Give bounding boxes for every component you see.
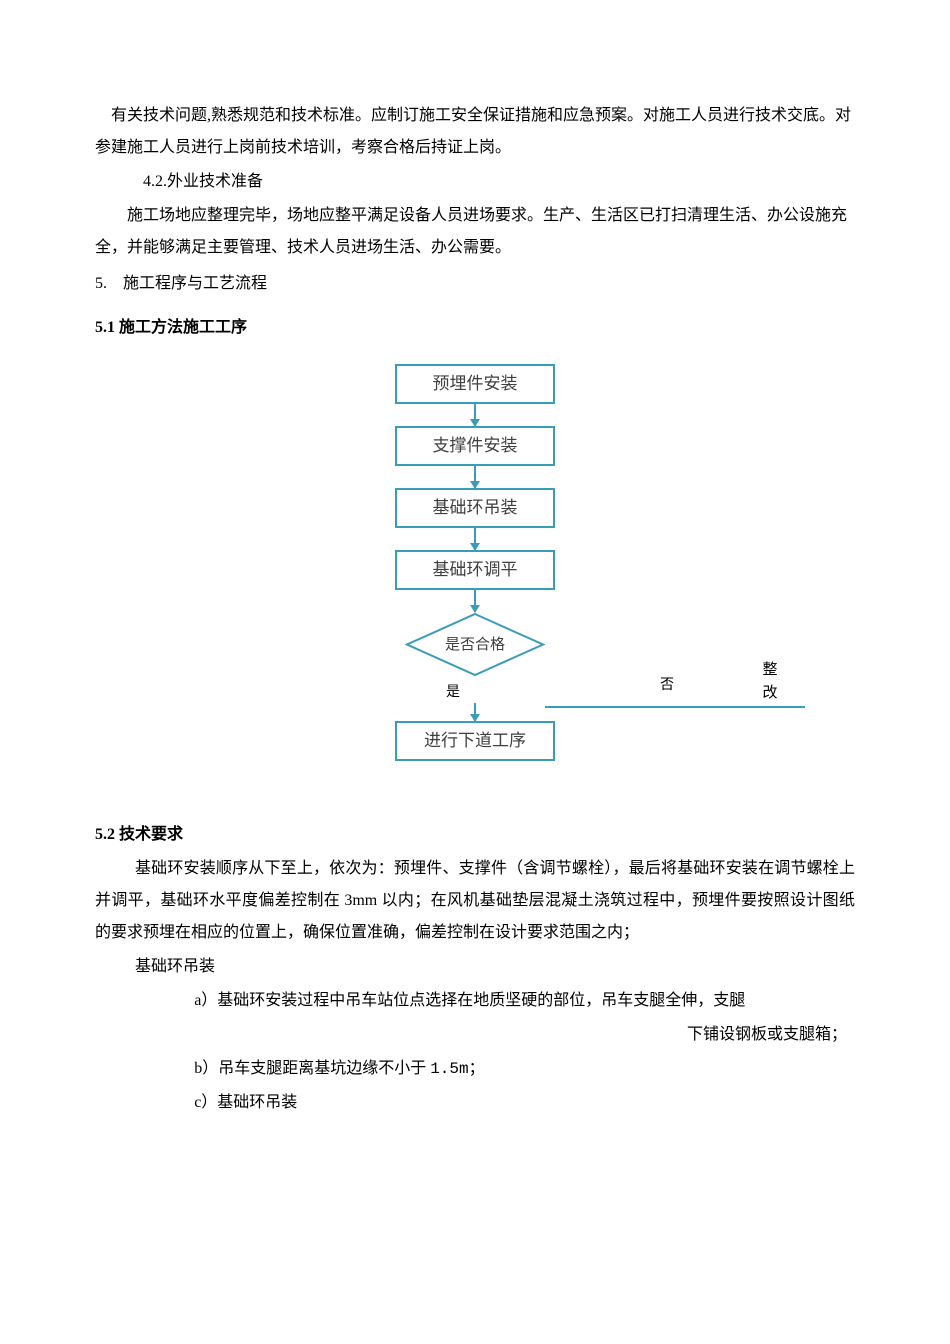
heading-5-2-text: 5.2 技术要求 bbox=[95, 826, 183, 843]
item-b-val: 1.5m bbox=[430, 1060, 468, 1078]
flow-node-1: 预埋件安装 bbox=[395, 364, 555, 404]
intro-para-1: 有关技术问题,熟悉规范和技术标准。应制订施工安全保证措施和应急预案。对施工人员进… bbox=[95, 100, 855, 164]
flow-no-line bbox=[545, 706, 805, 708]
flow-arrow-3 bbox=[474, 528, 476, 550]
flow-arrow-4 bbox=[474, 590, 476, 612]
flow-node-3: 基础环吊装 bbox=[395, 488, 555, 528]
sec52-sub1: 基础环吊装 bbox=[95, 951, 855, 983]
flow-arrow-1 bbox=[474, 404, 476, 426]
flowchart-container: 预埋件安装 支撑件安装 基础环吊装 基础环调平 是否合格 否 整 改 是 进行下… bbox=[95, 364, 855, 814]
flow-side-label: 整 改 bbox=[760, 659, 780, 704]
flow-side-1: 整 bbox=[762, 662, 777, 678]
flow-arrow-5 bbox=[474, 703, 476, 721]
sec52-para-1: 基础环安装顺序从下至上，依次为：预埋件、支撑件（含调节螺栓），最后将基础环安装在… bbox=[95, 853, 855, 949]
flow-side-2: 改 bbox=[762, 685, 777, 701]
intro-para-2: 施工场地应整理完毕，场地应整平满足设备人员进场要求。生产、生活区已打扫清理生活、… bbox=[95, 200, 855, 264]
sec52-item-b: b）吊车支腿距离基坑边缘不小于 1.5m； bbox=[194, 1053, 855, 1085]
sec52-item-c: c）基础环吊装 bbox=[194, 1087, 855, 1119]
item-b-post: ； bbox=[469, 1060, 485, 1077]
heading-5-1: 5.1 施工方法施工工序 bbox=[95, 312, 855, 344]
flow-node-2: 支撑件安装 bbox=[395, 426, 555, 466]
heading-4-2: 4.2.外业技术准备 bbox=[95, 166, 855, 198]
flow-arrow-2 bbox=[474, 466, 476, 488]
flow-node-6: 进行下道工序 bbox=[395, 721, 555, 761]
flow-decision: 是否合格 bbox=[405, 612, 545, 677]
flowchart: 预埋件安装 支撑件安装 基础环吊装 基础环调平 是否合格 否 整 改 是 进行下… bbox=[370, 364, 580, 814]
flow-yes-label: 是 bbox=[446, 679, 460, 707]
heading-5-1-text: 5.1 施工方法施工工序 bbox=[95, 319, 247, 336]
flow-node-4: 基础环调平 bbox=[395, 550, 555, 590]
flow-no-label: 否 bbox=[660, 672, 674, 700]
heading-4-2-text: 4.2.外业技术准备 bbox=[143, 173, 263, 190]
heading-5-2: 5.2 技术要求 bbox=[95, 819, 855, 851]
heading-5-text: 5. 施工程序与工艺流程 bbox=[95, 275, 267, 292]
flow-decision-label: 是否合格 bbox=[445, 630, 505, 660]
sec52-item-a: a）基础环安装过程中吊车站位点选择在地质坚硬的部位，吊车支腿全伸，支腿 bbox=[194, 985, 855, 1017]
item-b-pre: b）吊车支腿距离基坑边缘不小于 bbox=[194, 1060, 430, 1077]
heading-5: 5. 施工程序与工艺流程 bbox=[95, 268, 855, 300]
sec52-item-a-cont: 下铺设钢板或支腿箱； bbox=[95, 1019, 855, 1051]
